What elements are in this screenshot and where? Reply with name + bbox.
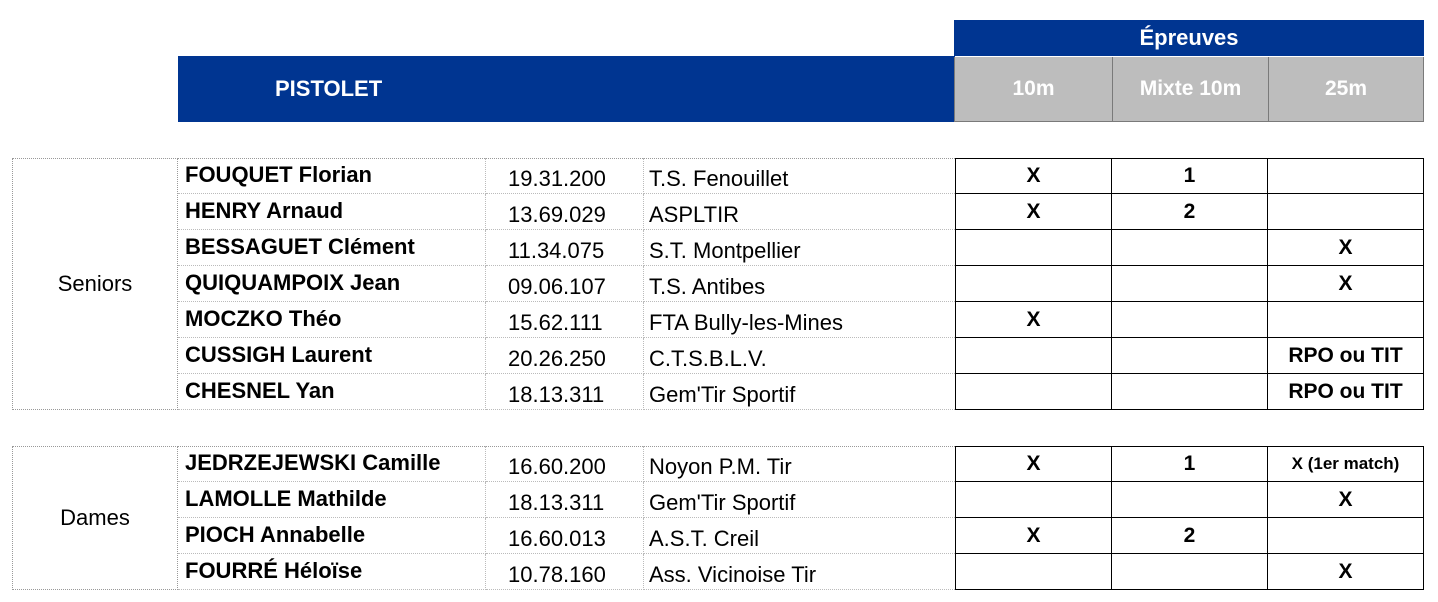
- license-number: 16.60.013: [486, 518, 644, 554]
- event-header-mixte-10m: Mixte 10m: [1112, 57, 1268, 122]
- event-10m-cell: [955, 230, 1112, 266]
- group-top-border: [178, 158, 955, 159]
- event-10m-cell: [955, 374, 1112, 410]
- event-mixte-10m-cell: 1: [1112, 446, 1268, 482]
- club-name: Ass. Vicinoise Tir: [644, 554, 955, 590]
- event-10m-cell: X: [955, 158, 1112, 194]
- discipline-header: PISTOLET: [178, 56, 955, 122]
- event-25m-cell: [1268, 518, 1424, 554]
- club-name: Gem'Tir Sportif: [644, 482, 955, 518]
- event-10m-cell: [955, 338, 1112, 374]
- athlete-name: QUIQUAMPOIX Jean: [178, 266, 486, 302]
- event-25m-cell: X: [1268, 230, 1424, 266]
- event-25m-cell: X: [1268, 266, 1424, 302]
- event-header-25m: 25m: [1268, 57, 1424, 122]
- club-name: Gem'Tir Sportif: [644, 374, 955, 410]
- table-row: BESSAGUET Clément 11.34.075 S.T. Montpelli…: [12, 230, 1424, 266]
- event-mixte-10m-cell: 1: [1112, 158, 1268, 194]
- event-10m-cell: [955, 266, 1112, 302]
- table-row: CUSSIGH Laurent 20.26.250 C.T.S.B.L.V. RPO …: [12, 338, 1424, 374]
- event-mixte-10m-cell: [1112, 266, 1268, 302]
- club-name: A.S.T. Creil: [644, 518, 955, 554]
- event-25m-cell: [1268, 158, 1424, 194]
- table-row: JEDRZEJEWSKI Camille 16.60.200 Noyon P.M. …: [12, 446, 1424, 482]
- event-25m-cell: RPO ou TIT: [1268, 338, 1424, 374]
- athlete-name: CHESNEL Yan: [178, 374, 486, 410]
- event-header-10m: 10m: [954, 57, 1112, 122]
- license-number: 13.69.029: [486, 194, 644, 230]
- license-number: 16.60.200: [486, 446, 644, 482]
- athlete-name: PIOCH Annabelle: [178, 518, 486, 554]
- license-number: 15.62.111: [486, 302, 644, 338]
- athlete-name: LAMOLLE Mathilde: [178, 482, 486, 518]
- license-number: 18.13.311: [486, 374, 644, 410]
- table-row: FOUQUET Florian 19.31.200 T.S. Fenouillet X…: [12, 158, 1424, 194]
- table-row: FOURRÉ Héloïse 10.78.160 Ass. Vicinoise Ti…: [12, 554, 1424, 590]
- club-name: C.T.S.B.L.V.: [644, 338, 955, 374]
- athlete-name: BESSAGUET Clément: [178, 230, 486, 266]
- athlete-name: JEDRZEJEWSKI Camille: [178, 446, 486, 482]
- license-number: 10.78.160: [486, 554, 644, 590]
- category-group-0: Seniors FOUQUET Florian 19.31.200 T.S. Feno…: [12, 158, 1424, 410]
- event-mixte-10m-cell: 2: [1112, 518, 1268, 554]
- table-row: LAMOLLE Mathilde 18.13.311 Gem'Tir Sportif…: [12, 482, 1424, 518]
- athlete-name: CUSSIGH Laurent: [178, 338, 486, 374]
- table-row: QUIQUAMPOIX Jean 09.06.107 T.S. Antibes X: [12, 266, 1424, 302]
- event-mixte-10m-cell: [1112, 482, 1268, 518]
- event-25m-cell: [1268, 302, 1424, 338]
- event-25m-cell: X (1er match): [1268, 446, 1424, 482]
- license-number: 19.31.200: [486, 158, 644, 194]
- event-10m-cell: [955, 482, 1112, 518]
- license-number: 18.13.311: [486, 482, 644, 518]
- epreuves-header: Épreuves: [954, 20, 1424, 56]
- license-number: 09.06.107: [486, 266, 644, 302]
- club-name: Noyon P.M. Tir: [644, 446, 955, 482]
- table-row: HENRY Arnaud 13.69.029 ASPLTIR X 2: [12, 194, 1424, 230]
- event-25m-cell: [1268, 194, 1424, 230]
- club-name: T.S. Fenouillet: [644, 158, 955, 194]
- event-mixte-10m-cell: 2: [1112, 194, 1268, 230]
- club-name: ASPLTIR: [644, 194, 955, 230]
- category-label: Seniors: [12, 158, 178, 410]
- event-25m-cell: X: [1268, 554, 1424, 590]
- athlete-name: HENRY Arnaud: [178, 194, 486, 230]
- group-top-border: [178, 446, 955, 447]
- event-25m-cell: RPO ou TIT: [1268, 374, 1424, 410]
- event-10m-cell: X: [955, 302, 1112, 338]
- event-10m-cell: X: [955, 446, 1112, 482]
- license-number: 11.34.075: [486, 230, 644, 266]
- event-10m-cell: X: [955, 518, 1112, 554]
- athlete-name: MOCZKO Théo: [178, 302, 486, 338]
- athlete-name: FOURRÉ Héloïse: [178, 554, 486, 590]
- event-mixte-10m-cell: [1112, 302, 1268, 338]
- event-mixte-10m-cell: [1112, 230, 1268, 266]
- event-25m-cell: X: [1268, 482, 1424, 518]
- club-name: S.T. Montpellier: [644, 230, 955, 266]
- license-number: 20.26.250: [486, 338, 644, 374]
- table-row: CHESNEL Yan 18.13.311 Gem'Tir Sportif RPO o…: [12, 374, 1424, 410]
- event-mixte-10m-cell: [1112, 554, 1268, 590]
- event-10m-cell: [955, 554, 1112, 590]
- table-row: PIOCH Annabelle 16.60.013 A.S.T. Creil X 2: [12, 518, 1424, 554]
- event-10m-cell: X: [955, 194, 1112, 230]
- athlete-name: FOUQUET Florian: [178, 158, 486, 194]
- category-group-1: Dames JEDRZEJEWSKI Camille 16.60.200 Noyon …: [12, 446, 1424, 590]
- event-mixte-10m-cell: [1112, 374, 1268, 410]
- category-label: Dames: [12, 446, 178, 590]
- club-name: T.S. Antibes: [644, 266, 955, 302]
- table-row: MOCZKO Théo 15.62.111 FTA Bully-les-Mines X: [12, 302, 1424, 338]
- club-name: FTA Bully-les-Mines: [644, 302, 955, 338]
- event-mixte-10m-cell: [1112, 338, 1268, 374]
